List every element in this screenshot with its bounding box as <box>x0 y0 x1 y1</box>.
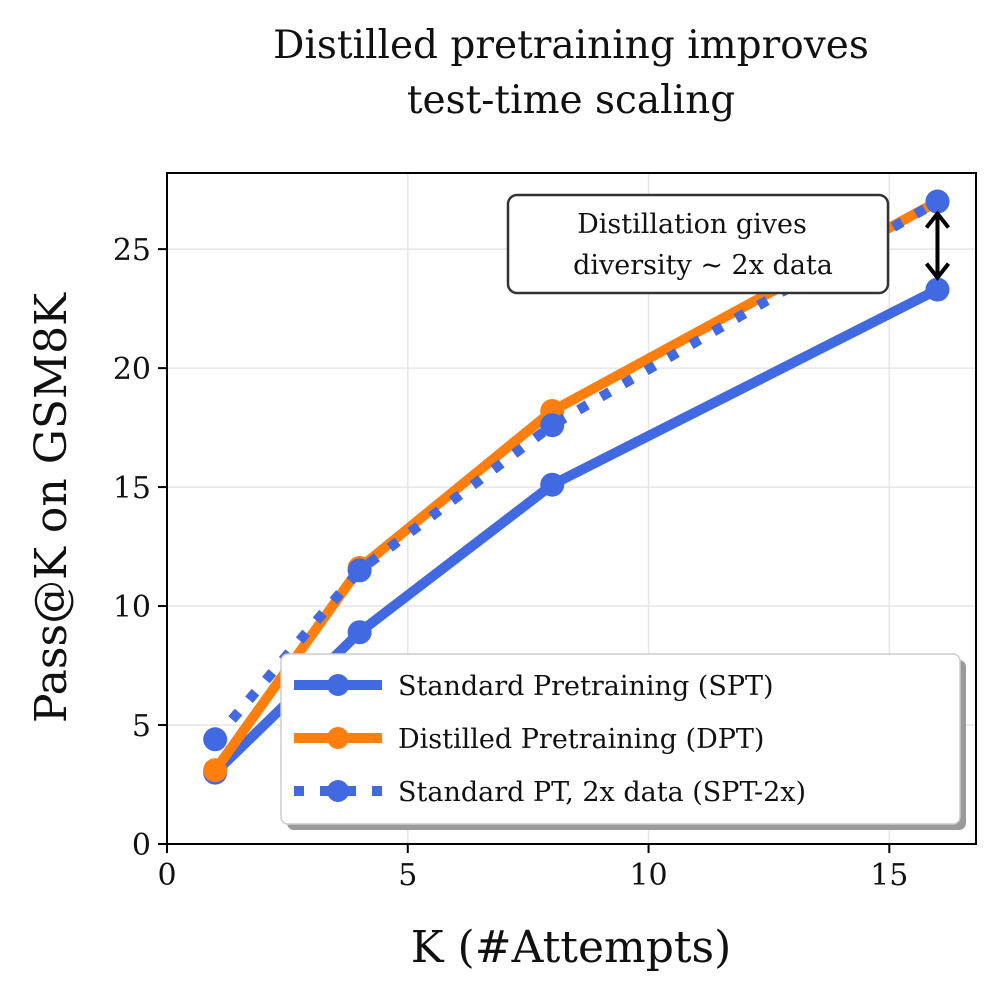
x-tick-label: 10 <box>629 858 667 893</box>
x-tick-label: 5 <box>398 858 417 893</box>
data-point-spt <box>347 620 372 645</box>
annotation-arrow-head-up <box>924 210 951 229</box>
data-point-spt-2x <box>925 189 950 214</box>
annotation-background <box>506 193 890 295</box>
legend-marker-dpt <box>327 727 349 749</box>
legend-marker-spt-2x <box>327 780 349 802</box>
chart-title-line-2: test-time scaling <box>407 78 735 123</box>
legend-marker-spt <box>327 674 349 696</box>
chart-title-line-1: Distilled pretraining improves <box>273 23 869 68</box>
data-point-dpt <box>203 758 228 783</box>
y-tick-label: 0 <box>132 828 151 863</box>
y-tick-label: 15 <box>113 471 151 506</box>
data-point-spt-2x <box>347 558 372 583</box>
y-tick-label: 20 <box>113 352 151 387</box>
legend-label-spt-2x: Standard PT, 2x data (SPT-2x) <box>398 777 806 808</box>
legend: Standard Pretraining (SPT) Distilled Pre… <box>280 653 966 830</box>
plot-frame <box>166 172 977 845</box>
annotation-arrow-head-down <box>924 262 951 281</box>
y-tick-label: 10 <box>113 590 151 625</box>
y-axis-label: Pass@K on GSM8K <box>26 292 77 723</box>
y-tick-label: 5 <box>132 709 151 744</box>
x-axis-label: K (#Attempts) <box>411 922 732 973</box>
tick-layer: 0 5 10 15 0 5 10 15 20 25 <box>113 233 909 893</box>
data-point-spt <box>925 277 950 302</box>
legend-label-dpt: Distilled Pretraining (DPT) <box>398 724 764 755</box>
data-point-spt-2x <box>203 727 228 752</box>
x-tick-label: 0 <box>157 858 176 893</box>
legend-background <box>280 653 961 825</box>
annotation-box: Distillation gives diversity ~ 2x data <box>506 193 890 295</box>
x-tick-label: 15 <box>870 858 908 893</box>
data-point-spt-2x <box>540 413 565 438</box>
arrow-layer <box>924 210 951 281</box>
annotation-line-1: Distillation gives <box>577 209 807 240</box>
legend-label-spt: Standard Pretraining (SPT) <box>398 671 774 702</box>
data-point-spt <box>540 472 565 497</box>
y-tick-label: 25 <box>113 233 151 268</box>
annotation-line-2: diversity ~ 2x data <box>573 250 833 281</box>
